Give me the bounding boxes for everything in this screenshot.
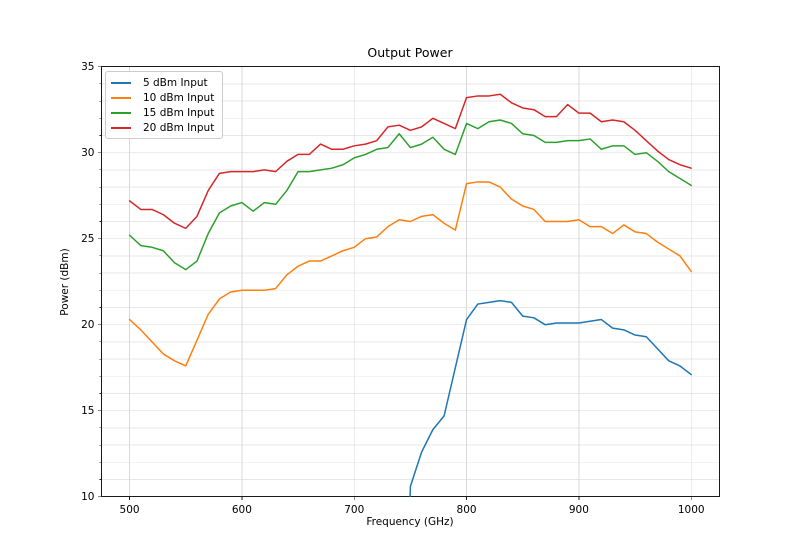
y-tick-label: 35: [81, 61, 94, 73]
y-tick-label: 25: [81, 233, 94, 245]
legend-label: 15 dBm Input: [143, 106, 215, 119]
x-axis-title: Frequency (GHz): [366, 516, 454, 528]
series-line-15-dbm-input: [128, 119, 692, 271]
legend-line-swatch: [111, 82, 131, 85]
legend-entry: 10 dBm Input: [106, 91, 222, 106]
chart-title: Output Power: [367, 45, 453, 60]
legend-label: 20 dBm Input: [143, 121, 215, 134]
series-line-20-dbm-input: [128, 93, 692, 230]
y-tick-label: 10: [81, 491, 94, 503]
y-tick-label: 20: [81, 319, 94, 331]
x-tick-label: 700: [344, 504, 364, 516]
legend-entry: 15 dBm Input: [106, 106, 222, 121]
x-tick-label: 500: [120, 504, 140, 516]
legend-label: 5 dBm Input: [143, 77, 208, 90]
x-tick-label: 1000: [678, 504, 705, 516]
legend: 5 dBm Input 10 dBm Input 15 dBm Input 20 dB…: [105, 71, 223, 140]
x-tick-label: 800: [457, 504, 477, 516]
y-axis-title: Power (dBm): [59, 248, 71, 316]
series-line-5-dbm-input: [409, 299, 692, 497]
y-tick-label: 30: [81, 147, 94, 159]
legend-line-swatch: [111, 126, 131, 129]
legend-entry: 20 dBm Input: [106, 120, 222, 135]
legend-label: 10 dBm Input: [143, 92, 215, 105]
series-line-10-dbm-input: [128, 181, 692, 367]
x-tick-label: 600: [232, 504, 252, 516]
legend-entry: 5 dBm Input: [106, 76, 222, 91]
legend-line-swatch: [111, 111, 131, 114]
x-tick-label: 900: [569, 504, 589, 516]
y-tick-label: 15: [81, 405, 94, 417]
legend-line-swatch: [111, 97, 131, 100]
